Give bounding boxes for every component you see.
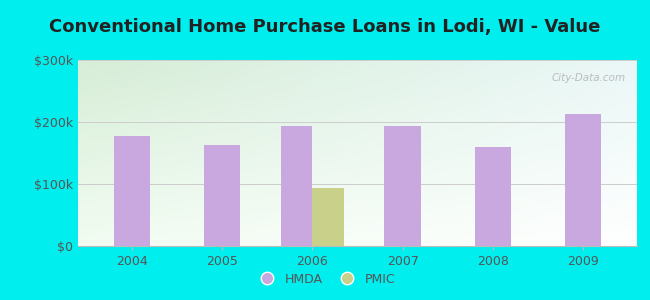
Text: Conventional Home Purchase Loans in Lodi, WI - Value: Conventional Home Purchase Loans in Lodi… (49, 18, 601, 36)
Text: City-Data.com: City-Data.com (552, 73, 626, 83)
Bar (384, 126, 421, 246)
Bar (474, 147, 511, 246)
Bar (204, 145, 240, 246)
Bar (565, 114, 601, 246)
Legend: HMDA, PMIC: HMDA, PMIC (250, 268, 400, 291)
Bar (313, 188, 344, 246)
Bar (281, 126, 313, 246)
Bar (114, 136, 150, 246)
